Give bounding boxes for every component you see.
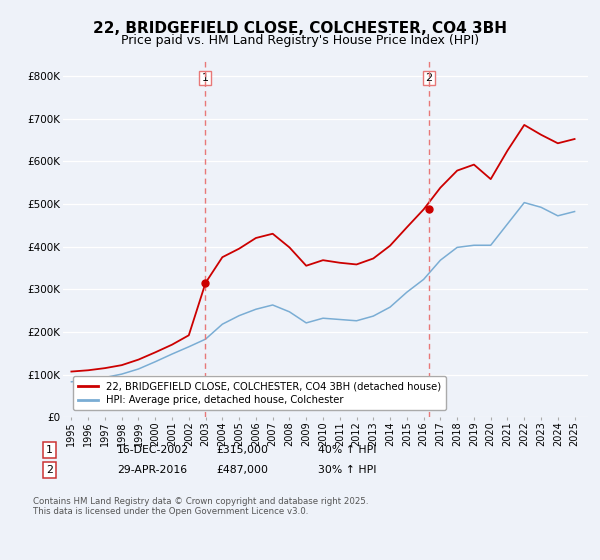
Text: 2: 2 bbox=[425, 73, 433, 83]
Legend: 22, BRIDGEFIELD CLOSE, COLCHESTER, CO4 3BH (detached house), HPI: Average price,: 22, BRIDGEFIELD CLOSE, COLCHESTER, CO4 3… bbox=[73, 376, 446, 410]
Text: £487,000: £487,000 bbox=[216, 465, 268, 475]
Text: Contains HM Land Registry data © Crown copyright and database right 2025.
This d: Contains HM Land Registry data © Crown c… bbox=[33, 497, 368, 516]
Text: 1: 1 bbox=[46, 445, 53, 455]
Text: 2: 2 bbox=[46, 465, 53, 475]
Text: 29-APR-2016: 29-APR-2016 bbox=[117, 465, 187, 475]
Text: 16-DEC-2002: 16-DEC-2002 bbox=[117, 445, 189, 455]
Text: Price paid vs. HM Land Registry's House Price Index (HPI): Price paid vs. HM Land Registry's House … bbox=[121, 34, 479, 46]
Text: 30% ↑ HPI: 30% ↑ HPI bbox=[318, 465, 377, 475]
Text: £315,000: £315,000 bbox=[216, 445, 268, 455]
Text: 1: 1 bbox=[202, 73, 209, 83]
Text: 40% ↑ HPI: 40% ↑ HPI bbox=[318, 445, 377, 455]
Text: 22, BRIDGEFIELD CLOSE, COLCHESTER, CO4 3BH: 22, BRIDGEFIELD CLOSE, COLCHESTER, CO4 3… bbox=[93, 21, 507, 36]
